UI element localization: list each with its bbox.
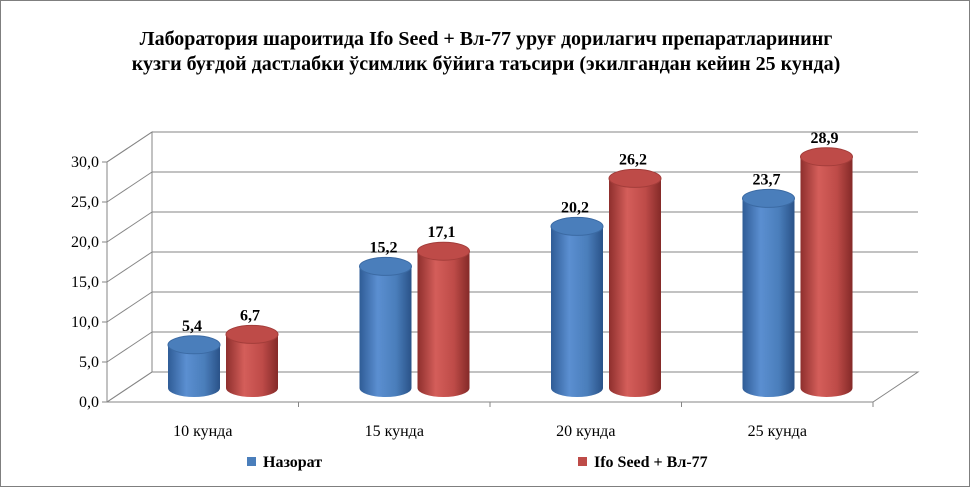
data-label: 28,9	[811, 130, 839, 147]
y-tick-label: 30,0	[71, 154, 99, 171]
legend-label-series-1: Назорат	[263, 454, 322, 471]
bar-cylinder	[167, 335, 221, 397]
gridline-diagonal	[106, 251, 153, 283]
bar-top	[800, 147, 853, 167]
gridline-diagonal	[106, 291, 153, 323]
chart-title-line-1: Лаборатория шароитида Ifo Seed + Вл-77 у…	[140, 28, 833, 50]
chart-title-line-2: кузги буғдой дастлабки ўсимлик бўйига та…	[132, 53, 840, 75]
bar-body	[359, 266, 412, 397]
x-axis-category-label: 15 кунда	[365, 423, 424, 440]
x-axis-category-label: 10 кунда	[173, 423, 232, 440]
data-label: 6,7	[240, 307, 260, 324]
y-tick-label: 5,0	[79, 354, 99, 371]
y-axis-ticks: 0,0 5,0 10,0 15,0 20,0 25,0 30,0	[71, 154, 99, 411]
legend: Назорат Ifo Seed + Вл-77	[247, 454, 708, 471]
bar-cylinder	[359, 256, 412, 397]
y-tick-label: 15,0	[71, 274, 99, 291]
y-tick-label: 20,0	[71, 234, 99, 251]
gridline-diagonal	[106, 371, 153, 403]
data-labels: 5,4 6,7 15,2 17,1 20,2 26,2 23,7 28,9	[182, 130, 839, 335]
data-label: 20,2	[561, 199, 589, 216]
bar-top	[608, 168, 662, 188]
bar-top	[742, 188, 795, 208]
bar-body	[800, 156, 853, 397]
x-axis-category-label: 25 кунда	[748, 423, 807, 440]
bar-cylinder	[550, 216, 604, 397]
bar-top	[167, 335, 221, 355]
legend-swatch-series-2	[578, 457, 587, 466]
bar-cylinder	[800, 147, 853, 397]
data-label: 23,7	[753, 171, 781, 188]
data-label: 15,2	[370, 239, 398, 256]
bar-top	[225, 324, 279, 344]
bar-cylinder	[225, 324, 279, 397]
gridline-diagonal	[106, 171, 153, 203]
bar-body	[168, 344, 220, 397]
legend-label-series-2: Ifo Seed + Вл-77	[594, 454, 708, 471]
bar-cylinder	[608, 168, 662, 397]
y-tick-label: 10,0	[71, 314, 99, 331]
bar-body	[226, 334, 278, 397]
x-axis-category-label: 20 кунда	[556, 423, 615, 440]
bar-body	[742, 198, 795, 397]
gridline-diagonal	[106, 331, 153, 363]
bar-cylinder	[742, 188, 795, 397]
data-label: 5,4	[182, 318, 202, 335]
bar-body	[551, 226, 603, 397]
gridlines	[102, 131, 918, 403]
data-label: 26,2	[619, 151, 647, 168]
y-tick-label: 0,0	[79, 394, 99, 411]
bar-cylinder	[417, 241, 470, 397]
gridline-diagonal	[106, 211, 153, 243]
bar-top	[417, 241, 470, 261]
x-axis-categories: 10 кунда 15 кунда 20 кунда 25 кунда	[173, 402, 874, 440]
gridline-diagonal	[106, 131, 153, 163]
data-label: 17,1	[428, 224, 456, 241]
bar-top	[550, 216, 604, 236]
bar-body	[609, 178, 661, 397]
bars	[167, 147, 853, 397]
legend-swatch-series-1	[247, 457, 256, 466]
bar-top	[359, 256, 412, 276]
y-tick-label: 25,0	[71, 194, 99, 211]
bar-body	[417, 251, 470, 397]
